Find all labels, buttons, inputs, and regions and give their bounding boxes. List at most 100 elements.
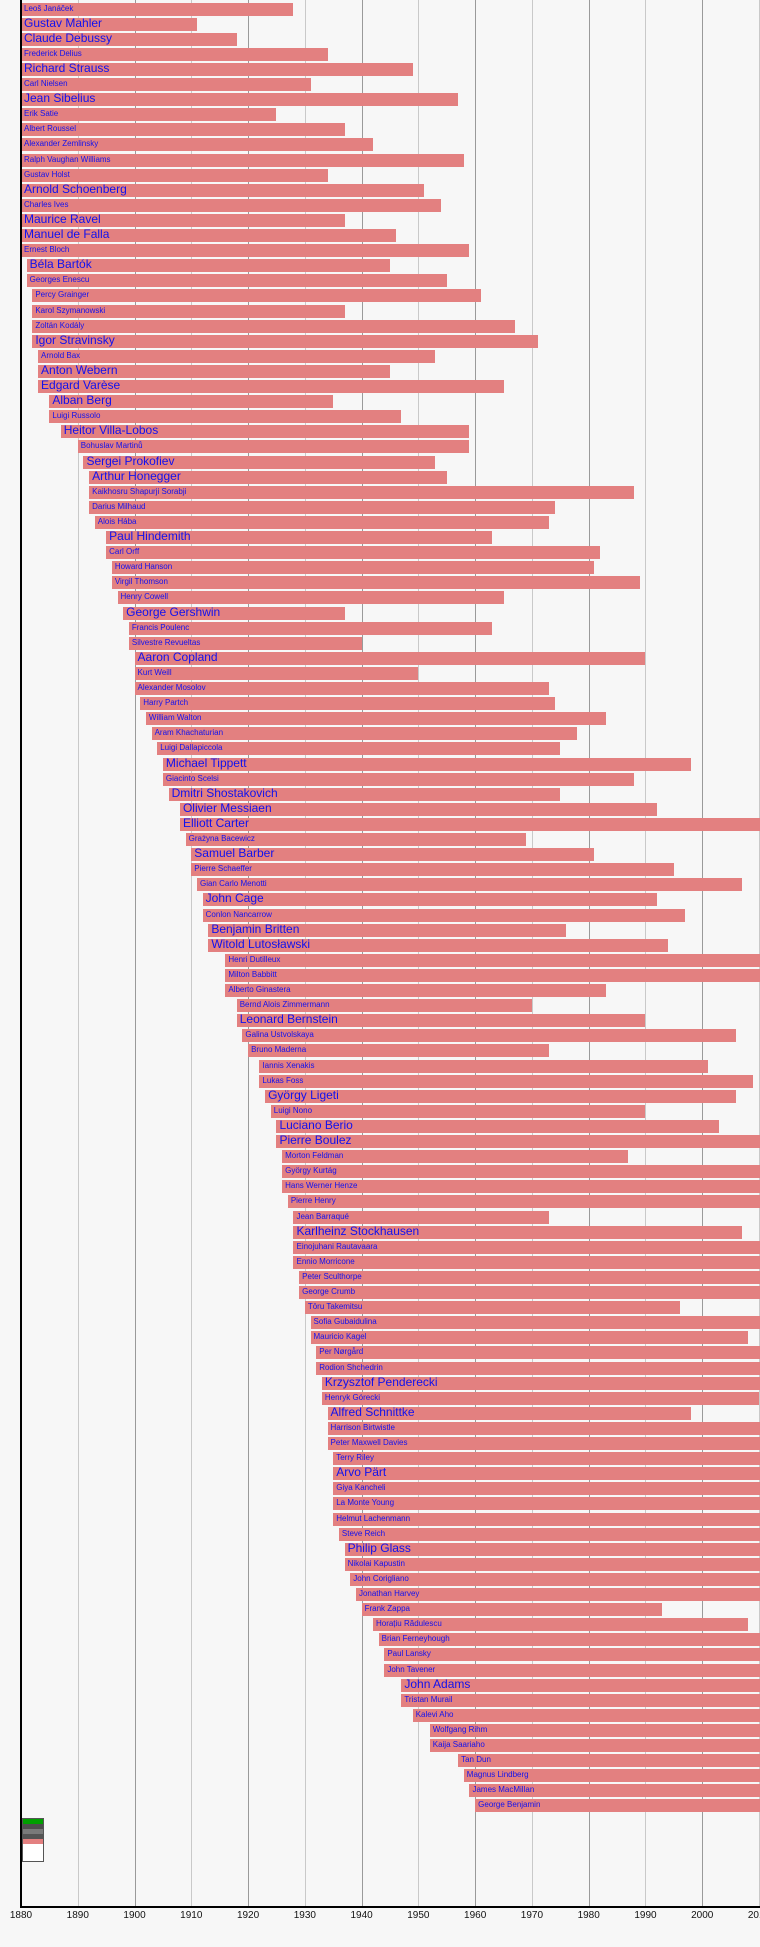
timeline-row[interactable]: Karlheinz Stockhausen [0, 1224, 760, 1240]
lifespan-bar[interactable] [259, 1059, 708, 1073]
lifespan-bar[interactable] [21, 153, 464, 167]
timeline-row[interactable]: Albert Roussel [0, 122, 760, 137]
lifespan-bar[interactable] [38, 380, 504, 393]
lifespan-bar[interactable] [145, 712, 606, 726]
lifespan-bar[interactable] [276, 1119, 720, 1133]
timeline-row[interactable]: Tōru Takemitsu [0, 1300, 760, 1315]
lifespan-bar[interactable] [384, 1648, 760, 1662]
timeline-row[interactable]: Erik Satie [0, 107, 760, 122]
timeline-row[interactable]: Rodion Shchedrin [0, 1361, 760, 1376]
lifespan-bar[interactable] [333, 1452, 760, 1466]
timeline-row[interactable]: Alfred Schnittke [0, 1405, 760, 1421]
timeline-row[interactable]: Jonathan Harvey [0, 1587, 760, 1602]
timeline-row[interactable]: John Adams [0, 1677, 760, 1693]
timeline-row[interactable]: Tan Dun [0, 1753, 760, 1768]
timeline-row[interactable]: Edgard Varèse [0, 379, 760, 394]
timeline-row[interactable]: Paul Lansky [0, 1647, 760, 1662]
lifespan-bar[interactable] [282, 1180, 760, 1194]
timeline-row[interactable]: Terry Riley [0, 1451, 760, 1466]
lifespan-bar[interactable] [333, 1467, 760, 1481]
timeline-row[interactable]: Magnus Lindberg [0, 1768, 760, 1783]
timeline-row[interactable]: Georges Enescu [0, 273, 760, 288]
lifespan-bar[interactable] [60, 425, 470, 439]
lifespan-bar[interactable] [225, 984, 606, 997]
lifespan-bar[interactable] [208, 923, 566, 937]
lifespan-bar[interactable] [21, 93, 459, 107]
lifespan-bar[interactable] [21, 229, 396, 242]
lifespan-bar[interactable] [49, 410, 402, 424]
timeline-row[interactable]: Nikolai Kapustin [0, 1557, 760, 1572]
lifespan-bar[interactable] [355, 1588, 760, 1601]
lifespan-bar[interactable] [463, 1769, 760, 1783]
timeline-row[interactable]: Jean Barraqué [0, 1210, 760, 1225]
lifespan-bar[interactable] [287, 1195, 760, 1209]
lifespan-bar[interactable] [327, 1437, 760, 1450]
timeline-row[interactable]: Pierre Schaeffer [0, 862, 760, 877]
lifespan-bar[interactable] [344, 1557, 760, 1571]
lifespan-bar[interactable] [32, 334, 538, 348]
timeline-row[interactable]: Pierre Boulez [0, 1134, 760, 1149]
timeline-row[interactable]: Steve Reich [0, 1527, 760, 1542]
lifespan-bar[interactable] [179, 817, 760, 831]
timeline-row[interactable]: George Gershwin [0, 605, 760, 621]
lifespan-bar[interactable] [89, 485, 635, 499]
timeline-row[interactable]: Einojuhani Rautavaara [0, 1240, 760, 1255]
lifespan-bar[interactable] [293, 1255, 760, 1269]
lifespan-bar[interactable] [196, 878, 742, 892]
lifespan-bar[interactable] [225, 953, 760, 967]
lifespan-bar[interactable] [401, 1693, 760, 1707]
timeline-row[interactable]: Sofia Gubaidulina [0, 1315, 760, 1330]
lifespan-bar[interactable] [225, 968, 760, 982]
timeline-row[interactable]: Arnold Schoenberg [0, 182, 760, 198]
lifespan-bar[interactable] [299, 1270, 760, 1284]
timeline-row[interactable]: Carl Orff [0, 545, 760, 560]
timeline-row[interactable]: Percy Grainger [0, 288, 760, 303]
timeline-row[interactable]: George Benjamin [0, 1798, 760, 1813]
lifespan-bar[interactable] [344, 1542, 760, 1556]
timeline-row[interactable]: James MacMillan [0, 1783, 760, 1798]
lifespan-bar[interactable] [475, 1799, 760, 1813]
timeline-row[interactable]: Ralph Vaughan Williams [0, 153, 760, 168]
timeline-row[interactable]: Francis Poulenc [0, 621, 760, 636]
timeline-row[interactable]: Dmitri Shostakovich [0, 786, 760, 802]
timeline-row[interactable]: Darius Milhaud [0, 500, 760, 515]
lifespan-bar[interactable] [21, 32, 237, 46]
lifespan-bar[interactable] [32, 319, 515, 333]
lifespan-bar[interactable] [140, 697, 555, 711]
timeline-row[interactable]: Alexander Zemlinsky [0, 137, 760, 152]
timeline-row[interactable]: Brian Ferneyhough [0, 1632, 760, 1647]
lifespan-bar[interactable] [83, 455, 436, 469]
timeline-row[interactable]: Michael Tippett [0, 756, 760, 772]
timeline-row[interactable]: Luigi Dallapiccola [0, 741, 760, 756]
timeline-row[interactable]: Leonard Bernstein [0, 1013, 760, 1028]
lifespan-bar[interactable] [293, 1225, 742, 1239]
lifespan-bar[interactable] [202, 908, 686, 922]
timeline-row[interactable]: Frederick Delius [0, 47, 760, 62]
timeline-row[interactable]: William Walton [0, 711, 760, 726]
lifespan-bar[interactable] [21, 78, 311, 91]
lifespan-bar[interactable] [106, 546, 601, 560]
lifespan-bar[interactable] [21, 17, 197, 31]
lifespan-bar[interactable] [429, 1739, 760, 1752]
timeline-row[interactable]: Alois Hába [0, 515, 760, 530]
timeline-row[interactable]: Claude Debussy [0, 31, 760, 47]
timeline-row[interactable]: Leoš Janáček [0, 2, 760, 17]
lifespan-bar[interactable] [208, 938, 669, 952]
lifespan-bar[interactable] [412, 1708, 760, 1722]
timeline-row[interactable]: Henryk Górecki [0, 1391, 760, 1406]
lifespan-bar[interactable] [338, 1527, 760, 1541]
timeline-row[interactable]: Charles Ives [0, 198, 760, 213]
timeline-row[interactable]: Conlon Nancarrow [0, 908, 760, 923]
timeline-row[interactable]: Wolfgang Rihm [0, 1723, 760, 1738]
lifespan-bar[interactable] [89, 500, 555, 514]
timeline-row[interactable]: Alberto Ginastera [0, 983, 760, 998]
lifespan-bar[interactable] [21, 62, 413, 76]
timeline-row[interactable]: Bruno Maderna [0, 1043, 760, 1058]
lifespan-bar[interactable] [259, 1074, 754, 1088]
lifespan-bar[interactable] [38, 364, 390, 378]
lifespan-bar[interactable] [157, 742, 561, 756]
lifespan-bar[interactable] [248, 1044, 549, 1058]
lifespan-bar[interactable] [21, 123, 345, 137]
lifespan-bar[interactable] [282, 1150, 629, 1164]
timeline-row[interactable]: Philip Glass [0, 1541, 760, 1557]
